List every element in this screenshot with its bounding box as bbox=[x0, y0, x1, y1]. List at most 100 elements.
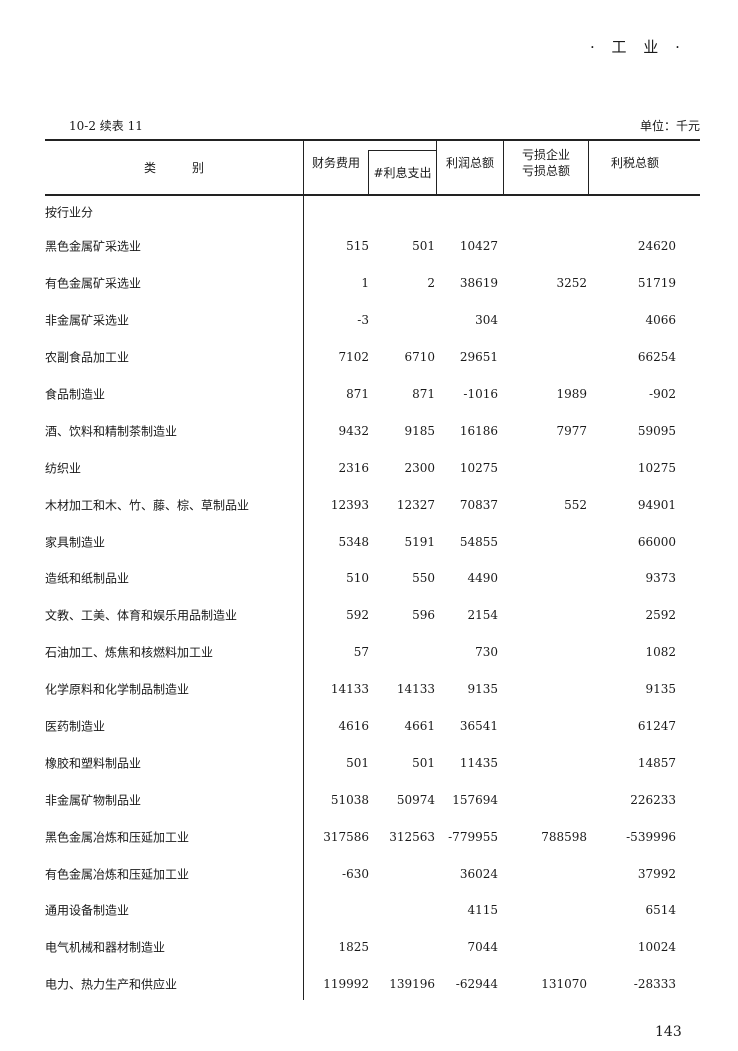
cell-value: 1825 bbox=[338, 940, 369, 955]
cell-value: 9135 bbox=[645, 682, 676, 697]
row-label: 橡胶和塑料制品业 bbox=[45, 756, 142, 771]
cell-value: 119992 bbox=[323, 977, 369, 992]
header-total-profit: 利润总额 bbox=[445, 156, 494, 170]
category-divider bbox=[303, 140, 304, 1000]
cell-value: 2592 bbox=[645, 608, 676, 623]
row-label: 农副食品加工业 bbox=[45, 350, 130, 365]
cell-value: 94901 bbox=[637, 497, 676, 512]
cell-value: 51038 bbox=[330, 792, 369, 807]
cell-value: -1016 bbox=[463, 387, 498, 401]
cell-value: 2 bbox=[427, 276, 435, 291]
header-divider bbox=[503, 140, 504, 195]
table-row: 化学原料和化学制品制造业 14133 14133 9135 9135 bbox=[45, 671, 700, 708]
row-label: 电气机械和器材制造业 bbox=[45, 940, 166, 955]
row-label: 黑色金属冶炼和压延加工业 bbox=[45, 830, 190, 845]
row-label: 医药制造业 bbox=[45, 719, 106, 734]
header-financial-expense: 财务费用 bbox=[311, 156, 360, 170]
cell-value: 61247 bbox=[637, 719, 676, 734]
cell-value: 57 bbox=[353, 645, 369, 660]
cell-value: 317586 bbox=[323, 829, 369, 844]
cell-value: 871 bbox=[346, 387, 369, 401]
row-label: 文教、工美、体育和娱乐用品制造业 bbox=[45, 608, 238, 623]
cell-value: 131070 bbox=[541, 977, 587, 992]
cell-value: 788598 bbox=[541, 829, 587, 844]
cell-value: 871 bbox=[412, 387, 435, 401]
table-row: 非金属矿采选业 -3 304 4066 bbox=[45, 302, 700, 339]
table-row: 酒、饮料和精制茶制造业 9432 9185 16186 7977 59095 bbox=[45, 412, 700, 449]
cell-value: 9432 bbox=[338, 423, 369, 438]
cell-value: 12327 bbox=[396, 497, 435, 512]
cell-value: 9185 bbox=[404, 423, 435, 438]
table-row: 农副食品加工业 7102 6710 29651 66254 bbox=[45, 339, 700, 376]
cell-value: 501 bbox=[346, 755, 369, 770]
row-label: 酒、饮料和精制茶制造业 bbox=[45, 424, 178, 439]
cell-value: 51719 bbox=[637, 276, 676, 291]
section-label: 按行业分 bbox=[45, 205, 94, 220]
cell-value: 10275 bbox=[459, 460, 498, 475]
cell-value: 6514 bbox=[645, 903, 676, 918]
table-row: 造纸和纸制品业 510 550 4490 9373 bbox=[45, 560, 700, 597]
cell-value: 501 bbox=[412, 755, 435, 770]
table-row: 橡胶和塑料制品业 501 501 11435 14857 bbox=[45, 744, 700, 781]
cell-value: 7977 bbox=[556, 423, 587, 438]
cell-value: 4616 bbox=[338, 719, 369, 734]
table-body: 按行业分 黑色金属矿采选业 515 501 10427 24620 有色金属矿采选业 1 2 3… bbox=[45, 196, 700, 1003]
cell-value: 592 bbox=[346, 608, 369, 623]
row-label: 黑色金属矿采选业 bbox=[45, 239, 142, 254]
cell-value: 11435 bbox=[459, 755, 498, 770]
cell-value: 16186 bbox=[459, 423, 498, 438]
row-label: 家具制造业 bbox=[45, 535, 106, 550]
table-row: 有色金属冶炼和压延加工业 -630 36024 37992 bbox=[45, 855, 700, 892]
header-loss-line1: 亏损企业 bbox=[521, 148, 570, 162]
cell-value: 550 bbox=[412, 571, 435, 586]
cell-value: 66254 bbox=[637, 350, 676, 365]
row-label: 造纸和纸制品业 bbox=[45, 571, 130, 586]
table-row: 木材加工和木、竹、藤、棕、草制品业 12393 12327 70837 552 94901 bbox=[45, 486, 700, 523]
table-row: 非金属矿物制品业 51038 50974 157694 226233 bbox=[45, 781, 700, 818]
row-label: 非金属矿物制品业 bbox=[45, 793, 142, 808]
row-label: 木材加工和木、竹、藤、棕、草制品业 bbox=[45, 498, 250, 513]
running-head: · 工 业 · bbox=[590, 38, 686, 56]
section-row: 按行业分 bbox=[45, 196, 700, 228]
top-rule bbox=[45, 139, 700, 141]
cell-value: 730 bbox=[475, 645, 498, 660]
cell-value: 552 bbox=[564, 497, 587, 512]
cell-value: 14133 bbox=[330, 682, 369, 697]
header-bottom-rule bbox=[45, 194, 700, 196]
cell-value: 37992 bbox=[637, 866, 676, 881]
table-row: 文教、工美、体育和娱乐用品制造业 592 596 2154 2592 bbox=[45, 597, 700, 634]
table-row: 食品制造业 871 871 -1016 1989 -902 bbox=[45, 376, 700, 413]
header-category: 类 别 bbox=[143, 160, 204, 175]
table-row: 黑色金属冶炼和压延加工业 317586 312563 -779955 788598 -53… bbox=[45, 818, 700, 855]
cell-value: 10024 bbox=[637, 940, 676, 955]
cell-value: 10427 bbox=[459, 239, 498, 254]
table-row: 通用设备制造业 4115 6514 bbox=[45, 892, 700, 929]
cell-value: 59095 bbox=[637, 423, 676, 438]
cell-value: 4661 bbox=[404, 719, 435, 734]
cell-value: 38619 bbox=[459, 276, 498, 291]
cell-value: 54855 bbox=[459, 534, 498, 549]
cell-value: 9135 bbox=[467, 682, 498, 697]
table-row: 医药制造业 4616 4661 36541 61247 bbox=[45, 708, 700, 745]
cell-value: 157694 bbox=[452, 792, 498, 807]
cell-value: 510 bbox=[346, 571, 369, 586]
cell-value: 596 bbox=[412, 608, 435, 623]
cell-value: -630 bbox=[342, 866, 369, 881]
table-row: 纺织业 2316 2300 10275 10275 bbox=[45, 449, 700, 486]
row-label: 电力、热力生产和供应业 bbox=[45, 977, 178, 992]
header-interest-expense: #利息支出 bbox=[373, 165, 432, 180]
header-loss-line2: 亏损总额 bbox=[521, 164, 570, 178]
cell-value: 12393 bbox=[330, 497, 369, 512]
cell-value: 10275 bbox=[637, 460, 676, 475]
cell-value: 14857 bbox=[637, 755, 676, 770]
header-divider bbox=[436, 140, 437, 195]
row-label: 通用设备制造业 bbox=[45, 903, 130, 918]
table-row: 黑色金属矿采选业 515 501 10427 24620 bbox=[45, 228, 700, 265]
page-number: 143 bbox=[655, 1024, 682, 1040]
row-label: 纺织业 bbox=[45, 461, 82, 476]
cell-value: 7044 bbox=[467, 940, 498, 955]
table-row: 电气机械和器材制造业 1825 7044 10024 bbox=[45, 929, 700, 966]
cell-value: 1082 bbox=[645, 645, 676, 660]
cell-value: 6710 bbox=[404, 350, 435, 365]
cell-value: 2154 bbox=[467, 608, 498, 623]
